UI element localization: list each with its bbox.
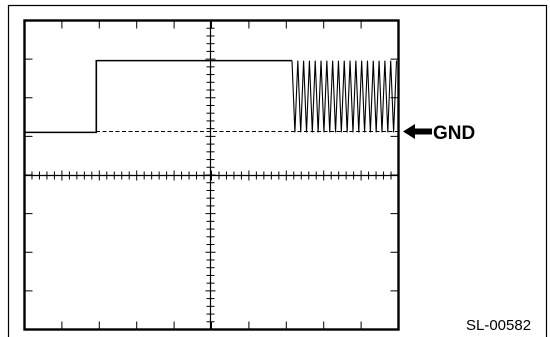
signal-trace-oscillation <box>291 60 398 133</box>
graticule-ticks <box>24 20 399 330</box>
signal-trace-step <box>24 59 292 134</box>
left-arrow-icon <box>403 124 432 139</box>
figure-code: SL-00582 <box>466 317 531 334</box>
gnd-label: GND <box>433 123 475 144</box>
figure-border <box>7 4 548 337</box>
